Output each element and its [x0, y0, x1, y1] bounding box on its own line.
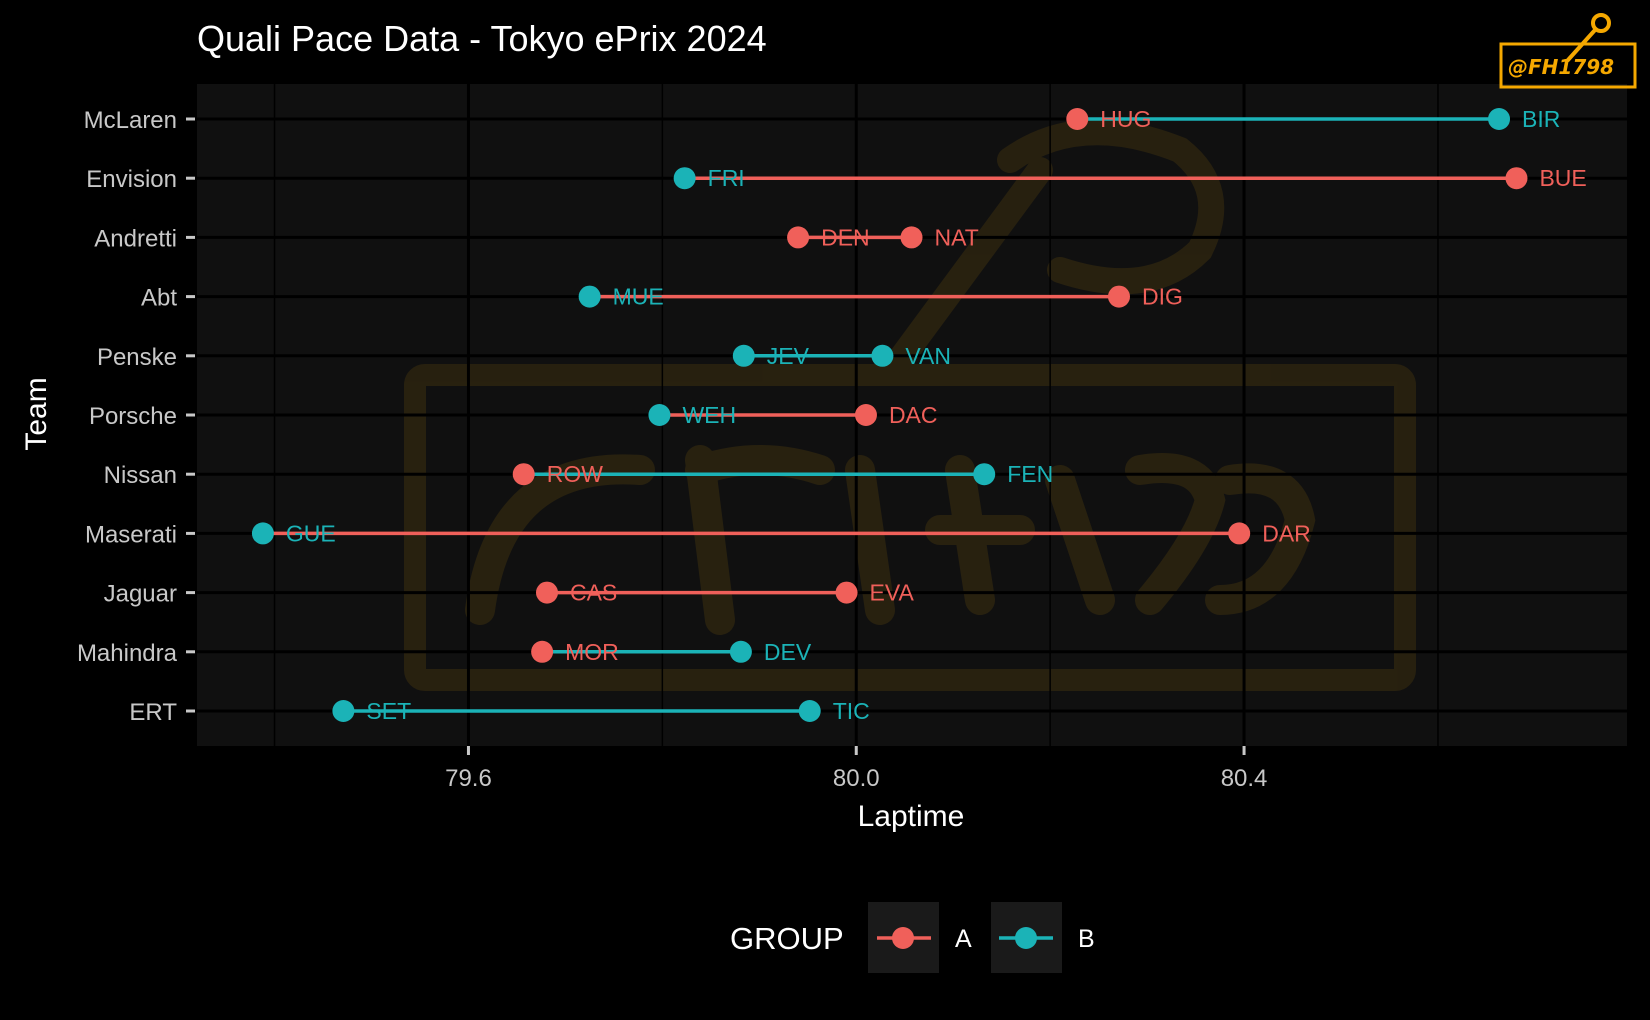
legend-key-b-point: [1015, 927, 1037, 949]
driver-label: FEN: [1007, 461, 1053, 487]
y-axis-title: Team: [20, 377, 53, 450]
driver-label: SET: [366, 698, 411, 724]
driver-point: [648, 404, 671, 426]
driver-point: [1505, 167, 1528, 190]
driver-point: [332, 700, 355, 722]
driver-label: CAS: [570, 580, 617, 606]
legend: GROUP A B: [730, 902, 1095, 973]
team-label: Porsche: [89, 403, 177, 430]
x-tick-label: 80.0: [833, 765, 880, 792]
driver-label: WEH: [682, 402, 736, 428]
legend-label-a: A: [955, 925, 972, 953]
driver-point: [1228, 522, 1251, 545]
x-axis: 79.6 80.0 80.4: [445, 746, 1267, 792]
legend-key-a-point: [892, 927, 914, 949]
driver-point: [535, 581, 558, 604]
team-label: Maserati: [85, 521, 177, 548]
team-label: Envision: [86, 166, 177, 193]
driver-label: FRI: [708, 165, 745, 191]
driver-label: GUE: [286, 520, 336, 546]
chart-title: Quali Pace Data - Tokyo ePrix 2024: [197, 18, 767, 59]
driver-point: [1066, 108, 1089, 130]
driver-label: MOR: [565, 639, 619, 665]
data-marks: HUG BIR FRI BUE DEN NAT MUE DIG JEV VAN WEH DAC ROW F…: [251, 106, 1587, 724]
x-axis-title: Laptime: [858, 800, 965, 833]
team-label: ERT: [129, 699, 177, 726]
driver-label: DEN: [821, 224, 870, 250]
y-axis: McLaren Envision Andretti Abt Penske Porsche N…: [77, 107, 195, 726]
driver-label: DIG: [1142, 284, 1183, 310]
background-watermark: [404, 119, 1416, 691]
driver-point: [512, 463, 535, 486]
driver-label: HUG: [1100, 106, 1151, 132]
x-tick-label: 80.4: [1221, 765, 1268, 792]
legend-title: GROUP: [730, 921, 844, 956]
driver-point: [871, 344, 894, 367]
team-label: McLaren: [84, 107, 177, 134]
driver-point: [673, 167, 696, 190]
driver-point: [787, 226, 810, 249]
driver-point: [835, 581, 858, 604]
driver-label: MUE: [613, 284, 664, 310]
driver-label: DEV: [764, 639, 812, 665]
team-label: Penske: [97, 344, 177, 371]
watermark-text: @FH1798: [1508, 55, 1614, 79]
team-label: Nissan: [104, 462, 177, 489]
team-label: Mahindra: [77, 640, 178, 667]
team-label: Andretti: [94, 225, 177, 252]
driver-point: [729, 640, 752, 663]
driver-label: ROW: [547, 461, 604, 487]
driver-point: [900, 226, 923, 249]
driver-label: BUE: [1539, 165, 1586, 191]
driver-point: [973, 463, 996, 486]
watermark-logo: @FH1798: [1499, 13, 1637, 89]
driver-point: [531, 640, 554, 663]
x-tick-label: 79.6: [445, 765, 492, 792]
driver-label: DAR: [1262, 520, 1311, 546]
driver-point: [798, 700, 821, 722]
driver-label: NAT: [935, 224, 979, 250]
team-label: Abt: [141, 285, 177, 312]
driver-label: VAN: [905, 343, 951, 369]
driver-point: [732, 344, 755, 367]
driver-point: [1107, 285, 1130, 308]
driver-label: TIC: [833, 698, 870, 724]
driver-point: [251, 522, 274, 545]
driver-label: EVA: [870, 580, 915, 606]
driver-point: [854, 404, 877, 426]
driver-point: [1488, 108, 1511, 130]
driver-label: BIR: [1522, 106, 1560, 132]
legend-label-b: B: [1078, 925, 1095, 953]
team-label: Jaguar: [104, 581, 177, 608]
driver-label: DAC: [889, 402, 938, 428]
driver-point: [578, 285, 601, 308]
driver-label: JEV: [767, 343, 810, 369]
